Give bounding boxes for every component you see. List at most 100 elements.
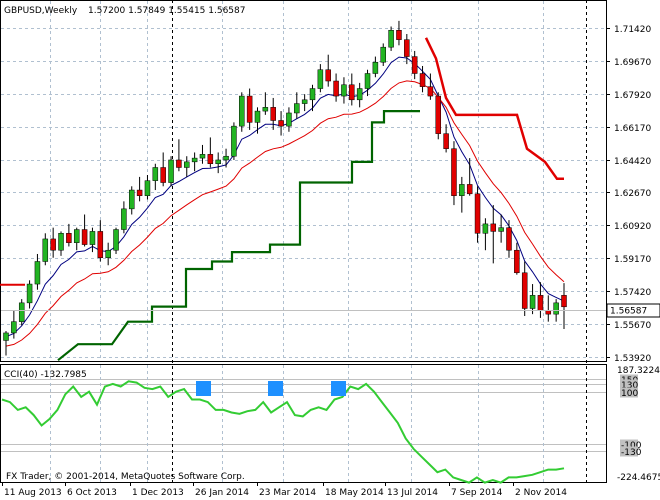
candle-body [11,321,17,334]
price-axis: 1.71420 1.69670 1.67920 1.66170 1.64420 1.626… [606,25,651,364]
candle [411,50,418,80]
price-tick-label: 1.59170 [614,255,651,265]
candle [160,152,166,187]
candle-body [207,154,214,164]
time-tick-label: 23 Mar 2014 [259,488,316,498]
candle [136,176,143,202]
candle-body [380,46,386,63]
candle [380,43,386,66]
candle [184,156,190,177]
candle [396,20,402,46]
candle [419,65,426,93]
candle-body [490,223,497,232]
candle-body [419,73,426,87]
candle [325,54,331,87]
candle [231,122,237,160]
stop-red-line [424,37,564,181]
candle [443,124,449,153]
candle [11,310,17,339]
candle [144,175,151,200]
candle-body [372,61,379,74]
candle [333,73,339,102]
candle-body [529,295,536,309]
candle [42,233,49,266]
cci-level-tag [620,387,638,398]
price-tick-label: 1.53920 [614,354,651,364]
ma-red-line [5,80,565,347]
candle-body [333,80,339,97]
cci-tick-label: 130 [621,381,638,391]
candle-body [427,86,434,97]
candles [3,20,567,356]
chart-title: GBPUSD,Weekly 1.57200 1.57849 1.55415 1.… [4,6,245,16]
candle [73,227,80,251]
candle [301,94,308,112]
cci-line [1,380,565,484]
cci-tick-label: -100 [621,441,642,451]
candle-body [113,229,119,251]
candle [121,201,127,234]
candle [356,82,363,108]
candle-body [18,302,25,322]
candle [246,88,253,130]
candle [128,186,135,215]
candle [506,220,512,258]
candle-body [144,180,151,196]
candle [514,242,520,275]
cci-signal-box [331,381,346,396]
price-tick-label: 1.71420 [614,25,651,35]
candle [490,205,497,264]
candle [89,227,96,253]
cci-grid [1,365,606,482]
candle-body [89,231,96,245]
cci-tick-label: -130 [621,448,642,458]
candle [223,148,229,168]
cci-level-tag [620,439,638,450]
candle-body [58,233,64,251]
candle-body [168,159,174,183]
price-tick-label: 1.69670 [614,58,651,68]
candle [294,92,300,119]
time-tick-label: 1 Dec 2013 [132,488,184,498]
candle-body [105,249,111,258]
candle [18,299,25,326]
time-tick-label: 2 Nov 2014 [515,488,567,498]
candle-body [341,84,347,97]
candle-body [270,107,276,121]
candle-body [404,39,410,57]
candle-body [356,88,363,101]
candle-body [498,227,504,232]
candle [34,253,41,290]
candle [262,92,269,115]
cci-title: CCI(40) -132.7985 [4,370,87,380]
candle-body [435,95,442,134]
candle-body [278,120,284,127]
time-tick-label: 13 Jul 2014 [387,488,438,498]
candle-body [136,189,143,196]
time-tick-label: 26 Jan 2014 [195,488,249,498]
candle [270,97,276,130]
candle [278,111,284,136]
price-tick-label: 1.62670 [614,189,651,199]
candle [58,231,64,256]
candle-body [26,283,33,304]
main-pane-frame [0,0,607,362]
candle [498,214,504,243]
cci-tick-label: 100 [621,389,638,399]
candle [97,220,104,262]
candle [3,331,9,356]
candle-body [561,295,567,308]
candle-body [325,69,331,82]
candle-body [396,30,402,40]
candle [26,280,33,309]
candle-body [466,184,473,195]
ohlc-label: 1.57200 1.57849 1.55415 1.56587 [88,6,245,16]
price-tick-label: 1.67920 [614,91,651,101]
candle [50,227,56,258]
candle [404,34,410,65]
candle [176,139,182,172]
candle [435,92,442,140]
candle-body [521,272,528,309]
candle-body [301,99,308,104]
